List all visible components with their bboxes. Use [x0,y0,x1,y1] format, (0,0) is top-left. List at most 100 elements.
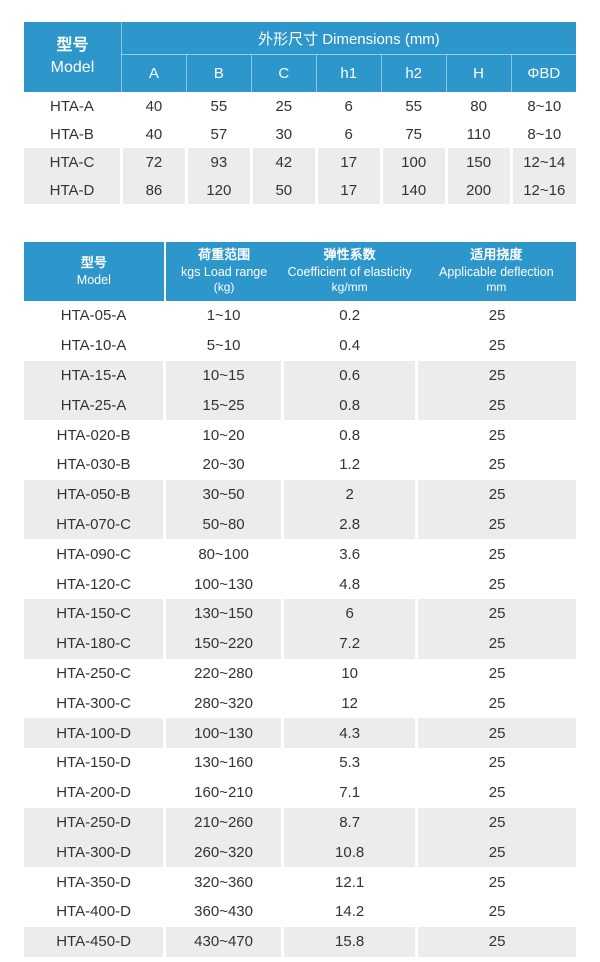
load-range-cell: 320~360 [163,867,283,897]
table2-model-label-en: Model [76,272,111,287]
table-row: HTA-200-D 160~210 7.1 25 [24,777,576,808]
load-range-cell: 10~15 [163,360,283,391]
table-row: HTA-450-D 430~470 15.8 25 [24,926,576,957]
table-row: HTA-150-D 130~160 5.3 25 [24,747,576,778]
deflection-cell: 25 [415,301,576,331]
value-cell: 6 [314,92,382,120]
load-range-cell: 220~280 [163,658,283,689]
model-cell: HTA-350-D [56,873,131,891]
table-row: HTA-090-C 80~100 3.6 25 [24,539,576,570]
table-row: HTA-300-D 260~320 10.8 25 [24,837,576,868]
coefficient-cell: 15.8 [281,926,417,957]
value-cell: 200 [444,176,512,204]
deflection-cell: 25 [415,628,576,659]
model-cell: HTA-25-A [24,390,165,421]
table-row: HTA-180-C 150~220 7.2 25 [24,628,576,659]
deflection-cell: 25 [415,837,576,868]
value-cell: 80 [444,92,512,120]
load-range-cell: 10~20 [163,420,283,450]
table-row: HTA-D 86 120 50 17 140 200 12~16 [24,176,576,204]
coefficient-cell: 5.3 [281,747,417,778]
value-cell: 17 [314,148,382,176]
table1-column-header: h1 [315,54,382,92]
coefficient-cell: 10 [281,658,417,689]
deflection-cell: 25 [415,658,576,689]
table2-elasticity-header: 弹性系数 Coefficient of elasticity kg/mm [282,242,417,301]
model-cell: HTA-D [24,176,122,204]
model-cell: HTA-05-A [60,307,127,325]
table-row: HTA-120-C 100~130 4.8 25 [24,569,576,599]
model-cell: HTA-250-D [24,807,165,838]
coefficient-cell: 4.8 [281,569,417,599]
spring-models-table-body: HTA-05-A 1~10 0.2 25 HTA-10-A 5~10 0.4 25 HTA-15… [24,301,576,957]
table-row: HTA-B 40 57 30 6 75 110 8~10 [24,120,576,148]
table-row: HTA-C 72 93 42 17 100 150 12~14 [24,148,576,176]
table-row: HTA-250-D 210~260 8.7 25 [24,807,576,838]
table-row: HTA-05-A 1~10 0.2 25 [24,301,576,331]
table-row: HTA-030-B 20~30 1.2 25 [24,449,576,480]
coefficient-cell: 12.1 [281,867,417,897]
table-row: HTA-050-B 30~50 2 25 [24,479,576,510]
deflection-cell: 25 [415,867,576,897]
table1-column-header: C [250,54,317,92]
coefficient-cell: 1.2 [281,449,417,480]
model-cell: HTA-C [24,148,122,176]
deflection-cell: 25 [415,718,576,748]
load-range-cell: 130~160 [163,747,283,778]
coefficient-cell: 12 [281,688,417,719]
table-row: HTA-10-A 5~10 0.4 25 [24,330,576,361]
value-cell: 120 [184,176,252,204]
deflection-cell: 25 [415,926,576,957]
coefficient-cell: 0.8 [281,390,417,421]
load-range-cell: 50~80 [163,509,283,540]
value-cell: 17 [314,176,382,204]
value-cell: 50 [249,176,317,204]
load-range-cell: 260~320 [163,837,283,868]
table1-column-header: h2 [380,54,447,92]
table1-dimensions-header: 外形尺寸 Dimensions (mm) [121,22,576,55]
table2-model-label-cn: 型号 [80,254,107,270]
model-cell: HTA-050-B [24,479,165,510]
model-cell: HTA-B [50,125,94,143]
table-row: HTA-A 40 55 25 6 55 80 8~10 [24,92,576,120]
deflection-cell: 25 [415,688,576,719]
table-row: HTA-400-D 360~430 14.2 25 [24,896,576,927]
value-cell: 25 [249,92,317,120]
model-cell: HTA-300-D [24,837,165,868]
value-cell: 12~14 [509,148,576,176]
coefficient-cell: 2.8 [281,509,417,540]
load-range-cell: 80~100 [163,539,283,570]
model-cell: HTA-250-C [56,664,131,682]
table-row: HTA-250-C 220~280 10 25 [24,658,576,689]
load-range-cell: 430~470 [163,926,283,957]
deflection-cell: 25 [415,807,576,838]
table-row: HTA-15-A 10~15 0.6 25 [24,360,576,391]
value-cell: 12~16 [509,176,576,204]
spring-models-table: 型号 Model 荷重范围 kgs Load range (kg) 弹性系数 C… [24,242,576,957]
coefficient-cell: 3.6 [281,539,417,570]
deflection-cell: 25 [415,569,576,599]
model-cell: HTA-120-C [56,575,131,593]
table1-model-header: 型号 Model [24,22,122,92]
value-cell: 55 [184,92,252,120]
coefficient-cell: 7.2 [281,628,417,659]
load-range-cell: 160~210 [163,777,283,808]
value-cell: 150 [444,148,512,176]
model-cell: HTA-A [50,97,94,115]
table1-column-header: ΦBD [510,54,576,92]
coefficient-cell: 8.7 [281,807,417,838]
load-range-cell: 15~25 [163,390,283,421]
value-cell: 100 [379,148,447,176]
model-cell: HTA-150-C [24,598,165,629]
coefficient-cell: 6 [281,598,417,629]
value-cell: 110 [444,120,512,148]
table-row: HTA-300-C 280~320 12 25 [24,688,576,719]
table2-deflection-header: 适用挠度 Applicable deflection mm [416,242,576,301]
model-cell: HTA-10-A [60,337,127,355]
value-cell: 72 [119,148,187,176]
deflection-cell: 25 [415,747,576,778]
table-row: HTA-100-D 100~130 4.3 25 [24,718,576,748]
table1-column-header: A [120,54,187,92]
coefficient-cell: 0.4 [281,330,417,361]
